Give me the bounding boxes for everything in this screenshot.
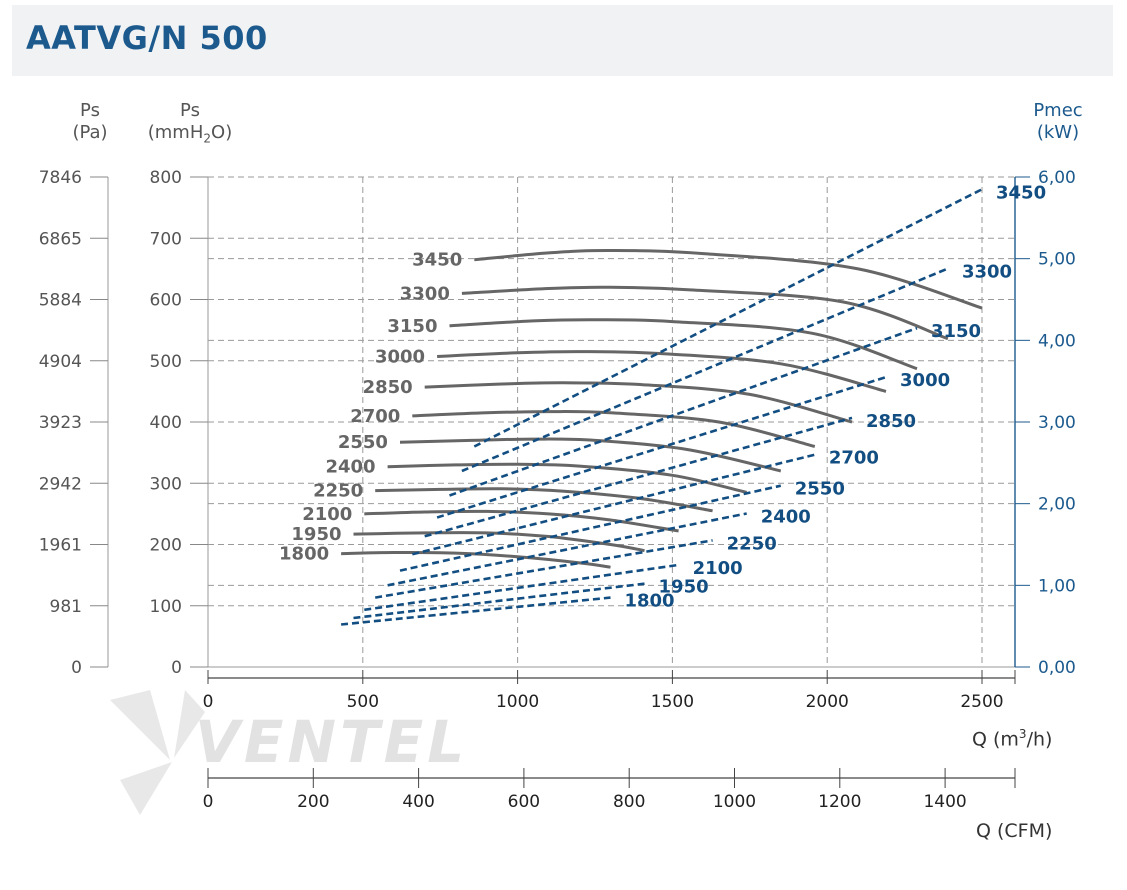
ps-mmh2o-unit-label: Ps (mmH2O) <box>147 100 233 146</box>
power-curve-label-1950: 1950 <box>659 577 709 598</box>
pressure-curve-label-2700: 2700 <box>350 406 400 427</box>
pressure-curve-label-3300: 3300 <box>400 283 450 304</box>
ventel-watermark: VENTEL <box>195 708 468 776</box>
pressure-curve-label-2400: 2400 <box>325 457 375 478</box>
cfm-tick-label: 600 <box>508 792 540 812</box>
power-curve-2550 <box>399 484 782 572</box>
pressure-curve-3450 <box>474 248 983 310</box>
power-curve-label-2700: 2700 <box>829 448 879 469</box>
power-curve-label-2100: 2100 <box>693 558 743 579</box>
power-curve-1950 <box>353 582 645 620</box>
mm-tick-label: 500 <box>150 352 182 372</box>
pressure-curve-3300 <box>461 285 949 341</box>
watermark-fan-icon <box>110 690 205 815</box>
pressure-curve-2250 <box>375 487 713 513</box>
pressure-curve-label-3150: 3150 <box>387 316 437 337</box>
m3h-tick-label: 2500 <box>960 692 1003 712</box>
power-curve-label-2400: 2400 <box>761 506 811 527</box>
pressure-curve-label-1950: 1950 <box>291 524 341 545</box>
power-curve-label-2250: 2250 <box>727 533 777 554</box>
power-curve-label-3150: 3150 <box>931 321 981 342</box>
pressure-curve-label-2550: 2550 <box>338 432 388 453</box>
mm-tick-label: 600 <box>150 291 182 311</box>
power-curve-3450 <box>473 188 983 448</box>
power-curve-label-1800: 1800 <box>624 591 674 612</box>
pressure-curves: 1800195021002250240025502700285030003150… <box>279 248 983 569</box>
m3h-tick-label: 0 <box>203 692 214 712</box>
pressure-curve-label-3450: 3450 <box>412 250 462 271</box>
m3h-tick-label: 1000 <box>496 692 539 712</box>
cfm-tick-label: 200 <box>297 792 329 812</box>
power-curve-label-3300: 3300 <box>962 261 1012 282</box>
pressure-curve-2100 <box>364 509 679 533</box>
mm-tick-label: 400 <box>150 413 182 433</box>
cfm-tick-label: 800 <box>613 792 645 812</box>
power-curve-2250 <box>374 539 713 599</box>
pressure-curve-1950 <box>353 531 645 553</box>
cfm-tick-label: 0 <box>203 792 214 812</box>
mm-tick-label: 300 <box>150 474 182 494</box>
mm-tick-label: 200 <box>150 536 182 556</box>
pa-tick-label: 981 <box>50 597 82 617</box>
power-curve-2400 <box>387 512 747 587</box>
pressure-curve-label-3000: 3000 <box>375 346 425 367</box>
pa-tick-label: 5884 <box>39 291 82 311</box>
pmec-kw-unit-label: Pmec (kW) <box>1033 100 1083 143</box>
power-curve-label-3450: 3450 <box>996 182 1046 203</box>
pa-tick-label: 6865 <box>39 229 82 249</box>
pressure-curve-2400 <box>387 462 748 494</box>
cfm-tick-label: 400 <box>402 792 434 812</box>
cfm-tick-label: 1000 <box>713 792 756 812</box>
x-axis-m3h-title: Q (m3/h) <box>972 727 1053 751</box>
cfm-tick-label: 1200 <box>818 792 861 812</box>
x-axis-cfm-title: Q (CFM) <box>976 820 1053 842</box>
kw-tick-label: 1,00 <box>1038 576 1076 596</box>
mm-tick-label: 0 <box>171 658 182 678</box>
m3h-tick-label: 2000 <box>806 692 849 712</box>
power-curve-label-2550: 2550 <box>795 479 845 500</box>
power-curve-2100 <box>364 563 679 612</box>
pa-tick-label: 3923 <box>39 413 82 433</box>
page-title: AATVG/N 500 <box>26 19 268 57</box>
pa-tick-label: 4904 <box>39 352 82 372</box>
power-curve-1800 <box>340 596 611 626</box>
pressure-curve-label-2250: 2250 <box>313 481 363 502</box>
mm-tick-label: 700 <box>150 229 182 249</box>
pressure-curve-3150 <box>449 318 918 371</box>
pressure-curve-2700 <box>412 410 816 448</box>
cfm-tick-label: 1400 <box>923 792 966 812</box>
kw-tick-label: 2,00 <box>1038 495 1076 515</box>
pressure-curve-label-2100: 2100 <box>302 504 352 525</box>
power-curve-3150 <box>449 326 918 497</box>
grid <box>208 176 1015 667</box>
m3h-tick-label: 500 <box>347 692 379 712</box>
m3h-tick-label: 1500 <box>651 692 694 712</box>
pressure-curve-label-1800: 1800 <box>279 544 329 565</box>
power-curve-2700 <box>411 453 816 556</box>
axes: 0 0 981 100 1961 200 2942 300 3923 400 4904 500 5884… <box>39 168 1076 812</box>
power-curve-3300 <box>461 267 949 473</box>
kw-tick-label: 4,00 <box>1038 331 1076 351</box>
pa-tick-label: 7846 <box>39 168 82 188</box>
power-curve-2850 <box>424 416 853 538</box>
power-curve-3000 <box>436 375 887 519</box>
pa-tick-label: 0 <box>71 658 82 678</box>
pressure-curve-label-2850: 2850 <box>363 377 413 398</box>
kw-tick-label: 3,00 <box>1038 413 1076 433</box>
kw-tick-label: 0,00 <box>1038 658 1076 678</box>
header-bar: AATVG/N 500 <box>12 5 1113 76</box>
pa-tick-label: 2942 <box>39 474 82 494</box>
mm-tick-label: 800 <box>150 168 182 188</box>
kw-tick-label: 6,00 <box>1038 168 1076 188</box>
power-curve-label-3000: 3000 <box>900 370 950 391</box>
kw-tick-label: 5,00 <box>1038 250 1076 270</box>
ps-pa-unit-label: Ps (Pa) <box>72 100 108 143</box>
mm-tick-label: 100 <box>150 597 182 617</box>
pa-tick-label: 1961 <box>39 536 82 556</box>
pressure-curve-2550 <box>399 437 782 473</box>
pressure-curve-2850 <box>424 381 853 424</box>
power-curve-label-2850: 2850 <box>866 411 916 432</box>
